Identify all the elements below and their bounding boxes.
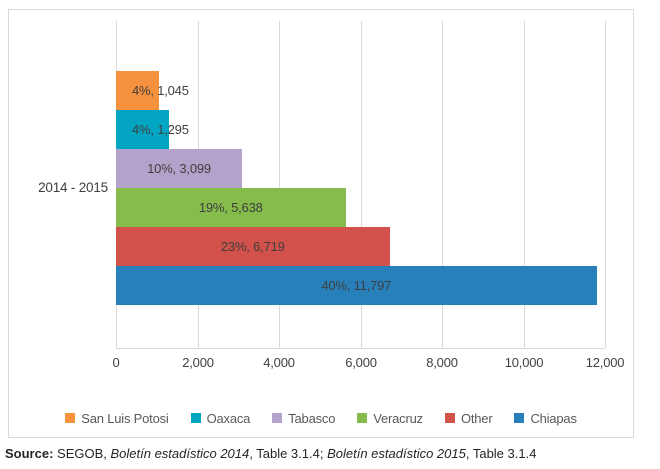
bar-data-label: 19%, 5,638 [198, 200, 263, 215]
x-tick-label: 4,000 [263, 355, 295, 370]
legend-swatch-icon [65, 413, 76, 423]
legend-item-oaxaca: Oaxaca [190, 410, 251, 426]
x-tick-label: 2,000 [182, 355, 214, 370]
bar-row: 4%, 1,295 [116, 110, 605, 149]
x-tick-label: 10,000 [504, 355, 544, 370]
gridline [442, 21, 443, 348]
bar-tabasco [116, 149, 243, 188]
chart-frame: 4%, 1,045 4%, 1,295 10%, 3,099 19%, 5,638 23… [8, 9, 634, 438]
legend-swatch-icon [272, 413, 283, 423]
bar-data-label: 4%, 1,295 [132, 122, 189, 137]
bar-data-label: 23%, 6,719 [220, 239, 285, 254]
legend-swatch-icon [357, 413, 368, 423]
x-axis-tick-labels: 0 2,000 4,000 6,000 8,000 10,000 12,000 [112, 355, 624, 373]
x-tick-label: 8,000 [426, 355, 458, 370]
legend-item-veracruz: Veracruz [357, 411, 423, 426]
legend-item-other: Other [444, 410, 493, 426]
bar-data-label: 40%, 11,797 [321, 278, 392, 293]
gridline [605, 21, 606, 348]
legend-label: Other [460, 410, 493, 426]
source-text-segment: , Table 3.1.4; [249, 446, 328, 461]
legend-item-san-luis-potosi: San Luis Potosi [65, 410, 169, 426]
bar-chiapas [116, 266, 597, 305]
source-text-segment: SEGOB, [53, 446, 111, 461]
bar-oaxaca [116, 110, 169, 149]
plot-area: 4%, 1,045 4%, 1,295 10%, 3,099 19%, 5,638 23… [116, 21, 606, 349]
gridline [524, 21, 525, 348]
legend-label: Tabasco [288, 410, 336, 426]
bar-other [116, 227, 390, 266]
bar-row: 40%, 11,797 [116, 266, 605, 305]
legend-label: Chiapas [530, 410, 577, 426]
legend-swatch-icon [190, 413, 201, 423]
legend-item-chiapas: Chiapas [514, 410, 577, 426]
y-axis-category-label: 2014 - 2015 [38, 180, 108, 195]
bar-data-label: 4%, 1,045 [132, 83, 189, 98]
bar-data-label: 10%, 3,099 [147, 161, 211, 176]
legend-swatch-icon [444, 413, 455, 423]
source-text-segment: Boletín estadístico 2014 [110, 446, 250, 461]
chart-legend: San Luis Potosi Oaxaca Tabasco Veracruz Othe… [9, 409, 633, 427]
legend-label: San Luis Potosi [81, 410, 169, 426]
legend-swatch-icon [514, 413, 525, 423]
legend-item-tabasco: Tabasco [272, 411, 335, 426]
bar-row: 10%, 3,099 [116, 149, 605, 188]
bar-san-luis-potosi [116, 71, 159, 110]
x-tick-label: 6,000 [345, 355, 377, 370]
source-text-segment: Boletín estadístico 2015 [327, 446, 466, 461]
legend-label: Veracruz [373, 410, 423, 426]
bar-row: 23%, 6,719 [116, 227, 605, 266]
source-text-segment: , Table 3.1.4 [465, 446, 537, 461]
bar-veracruz [116, 188, 346, 227]
bar-row: 4%, 1,045 [116, 71, 605, 110]
source-text-segment: Source: [5, 446, 54, 461]
bar-series: 4%, 1,045 4%, 1,295 10%, 3,099 19%, 5,638 23… [116, 71, 605, 305]
legend-label: Oaxaca [206, 410, 251, 426]
gridline [279, 21, 280, 348]
x-tick-label: 0 [112, 355, 120, 370]
bar-row: 19%, 5,638 [116, 188, 605, 227]
x-tick-label: 12,000 [585, 355, 625, 370]
gridline [361, 21, 362, 348]
source-note: Source: SEGOB, Boletín estadístico 2014,… [5, 446, 536, 461]
